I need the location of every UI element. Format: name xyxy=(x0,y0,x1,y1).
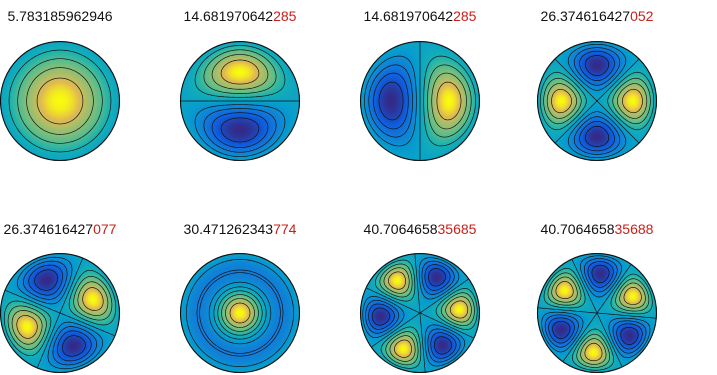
membrane-mode-plot xyxy=(0,40,121,162)
mode-heatmap xyxy=(0,253,120,373)
membrane-boundary xyxy=(179,252,301,374)
eigenvalue-title: 26.374616427077 xyxy=(4,221,117,237)
membrane-boundary xyxy=(359,40,481,162)
membrane-mode-plot xyxy=(536,252,658,374)
eigenvalue-differing-digits: 35688 xyxy=(614,221,654,237)
membrane-boundary xyxy=(536,252,658,374)
eigenvalue-digits: 26.374616427 xyxy=(3,221,94,237)
eigenvalue-differing-digits: 077 xyxy=(93,221,117,237)
membrane-boundary xyxy=(536,40,658,162)
eigenvalue-title: 40.706465835688 xyxy=(541,221,654,237)
membrane-mode-plot xyxy=(179,40,301,162)
membrane-mode-plot xyxy=(359,252,481,374)
contour-lines xyxy=(186,259,294,367)
eigenvalue-title: 30.471262343774 xyxy=(184,221,297,237)
eigenvalue-digits: 14.681970642 xyxy=(183,8,274,24)
eigenvalue-differing-digits: 774 xyxy=(273,221,297,237)
contour-lines xyxy=(362,253,478,373)
eigenvalue-differing-digits: 052 xyxy=(630,8,654,24)
membrane-mode-plot xyxy=(359,40,481,162)
membrane-mode-plot xyxy=(0,252,121,374)
membrane-boundary xyxy=(0,252,121,374)
contour-lines xyxy=(3,256,117,370)
contour-lines xyxy=(364,41,476,161)
eigenvalue-digits: 40.7064658 xyxy=(363,221,438,237)
eigenvalue-title: 14.681970642285 xyxy=(184,8,297,24)
contour-lines xyxy=(180,45,300,157)
membrane-mode-plot xyxy=(179,252,301,374)
contour-lines xyxy=(8,49,112,153)
eigenvalue-differing-digits: 285 xyxy=(273,8,297,24)
eigenvalue-title: 5.783185962946 xyxy=(7,8,112,24)
eigenvalue-differing-digits: 285 xyxy=(453,8,477,24)
eigenvalue-digits: 14.681970642 xyxy=(363,8,454,24)
eigenvalue-title: 14.681970642285 xyxy=(364,8,477,24)
membrane-mode-plot xyxy=(536,40,658,162)
mode-heatmap xyxy=(0,41,120,161)
eigenvalue-digits: 5.783185962946 xyxy=(7,8,113,24)
membrane-boundary xyxy=(0,40,121,162)
contour-lines xyxy=(539,43,655,159)
membrane-boundary xyxy=(359,252,481,374)
contour-lines xyxy=(537,255,657,371)
eigenvalue-digits: 30.471262343 xyxy=(183,221,274,237)
eigenvalue-title: 40.706465835685 xyxy=(364,221,477,237)
eigenvalue-digits: 26.374616427 xyxy=(540,8,631,24)
eigenvalue-title: 26.374616427052 xyxy=(541,8,654,24)
membrane-boundary xyxy=(179,40,301,162)
eigenvalue-digits: 40.7064658 xyxy=(540,221,615,237)
eigenvalue-differing-digits: 35685 xyxy=(437,221,477,237)
